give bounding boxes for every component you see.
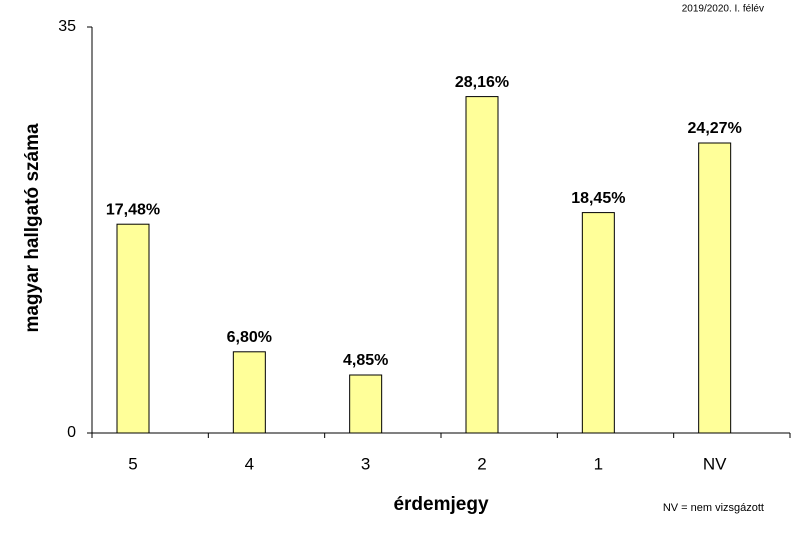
bar bbox=[349, 374, 383, 434]
x-tick-label: 5 bbox=[128, 454, 137, 473]
chart-subtitle: 2019/2020. I. félév bbox=[682, 4, 764, 15]
data-label: 18,45% bbox=[571, 190, 625, 207]
data-label: 6,80% bbox=[227, 329, 272, 346]
bar bbox=[232, 351, 266, 434]
y-tick-label: 0 bbox=[67, 424, 76, 441]
data-label: 4,85% bbox=[343, 352, 388, 369]
x-tick-label: 4 bbox=[245, 454, 254, 473]
data-label: 28,16% bbox=[455, 74, 509, 91]
y-tick-label: 35 bbox=[58, 18, 76, 35]
y-axis-label: magyar hallgató száma bbox=[22, 123, 43, 333]
data-label: 17,48% bbox=[106, 201, 160, 218]
x-tick-label: 2 bbox=[477, 454, 486, 473]
x-tick-label: 1 bbox=[594, 454, 603, 473]
bar bbox=[698, 142, 732, 434]
data-label: 24,27% bbox=[688, 120, 742, 137]
x-tick-label: 3 bbox=[361, 454, 370, 473]
bar bbox=[581, 212, 615, 434]
x-axis-label: érdemjegy bbox=[393, 494, 488, 515]
bar bbox=[116, 223, 150, 434]
x-tick-label: NV bbox=[703, 454, 727, 473]
note: NV = nem vizsgázott bbox=[663, 502, 764, 514]
bar bbox=[465, 96, 499, 434]
